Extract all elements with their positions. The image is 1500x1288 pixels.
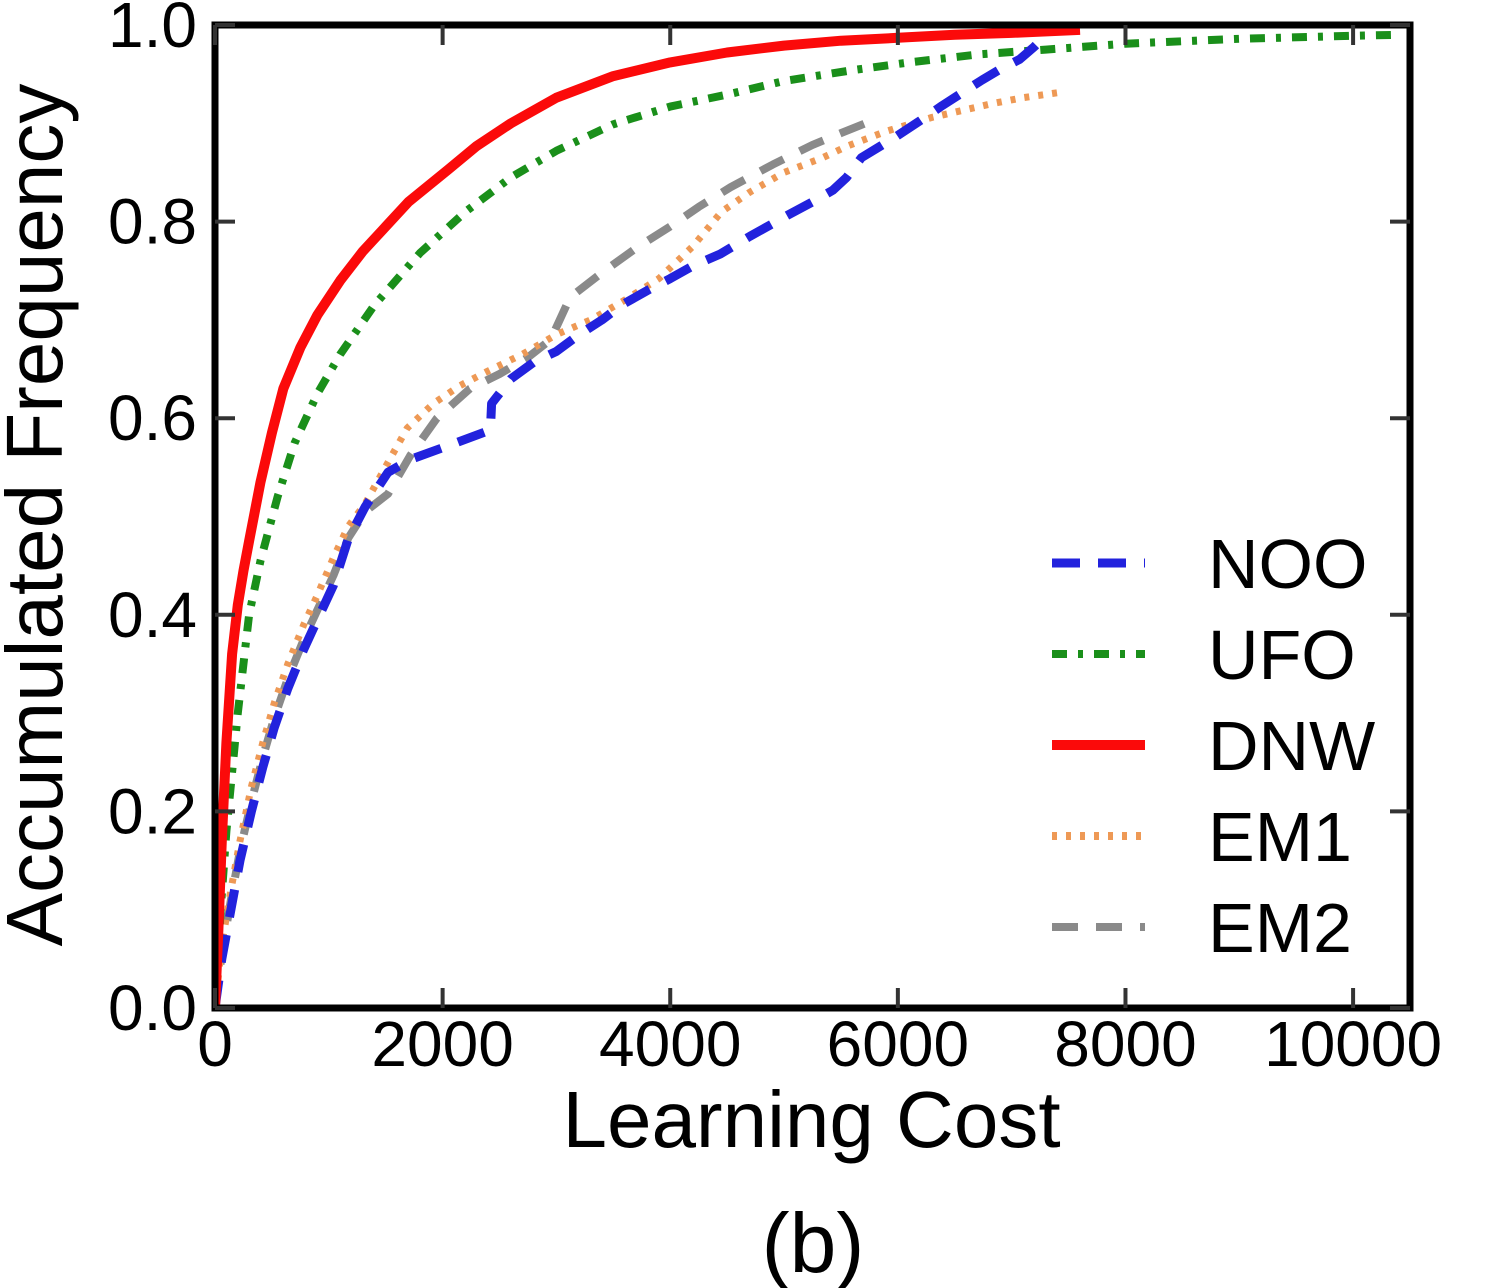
figure-caption: (b) xyxy=(762,1196,865,1288)
tick-label-layer: 0 2000 4000 6000 8000 10000 0.0 0.2 0.4 0.6 0.8 1.0 xyxy=(108,0,1442,1080)
y-tick-label: 0.8 xyxy=(108,186,197,258)
legend-item-EM1: EM1 xyxy=(1052,798,1352,876)
legend: NOO UFO DNW EM1 EM2 xyxy=(1052,525,1375,967)
x-axis-label: Learning Cost xyxy=(562,1075,1060,1164)
tick-layer xyxy=(213,23,1410,1010)
legend-label-NOO: NOO xyxy=(1208,525,1367,603)
legend-label-EM2: EM2 xyxy=(1208,889,1352,967)
series-line-EM2 xyxy=(212,114,879,1009)
legend-label-EM1: EM1 xyxy=(1208,798,1352,876)
x-tick-label: 0 xyxy=(197,1008,233,1080)
x-tick-label: 4000 xyxy=(599,1008,741,1080)
legend-label-UFO: UFO xyxy=(1208,616,1356,694)
y-tick-label: 1.0 xyxy=(108,0,197,61)
series-line-DNW xyxy=(212,24,1081,1009)
plot-border xyxy=(211,21,1414,1012)
legend-label-DNW: DNW xyxy=(1208,707,1375,785)
x-tick-label: 10000 xyxy=(1264,1008,1442,1080)
legend-item-UFO: UFO xyxy=(1052,616,1356,694)
x-tick-label: 6000 xyxy=(827,1008,969,1080)
x-tick-label: 2000 xyxy=(371,1008,513,1080)
legend-item-DNW: DNW xyxy=(1052,707,1375,785)
y-tick-label: 0.4 xyxy=(108,579,197,651)
y-tick-label: 0.0 xyxy=(108,972,197,1044)
series-line-EM1 xyxy=(212,88,1065,1009)
y-axis-label: Accumulated Frequency xyxy=(0,84,79,947)
legend-item-NOO: NOO xyxy=(1052,525,1367,603)
x-tick-label: 8000 xyxy=(1054,1008,1196,1080)
series-layer xyxy=(212,23,1399,1009)
y-tick-label: 0.6 xyxy=(108,382,197,454)
legend-item-EM2: EM2 xyxy=(1052,889,1352,967)
y-tick-label: 0.2 xyxy=(108,775,197,847)
series-line-NOO xyxy=(212,23,1057,1009)
